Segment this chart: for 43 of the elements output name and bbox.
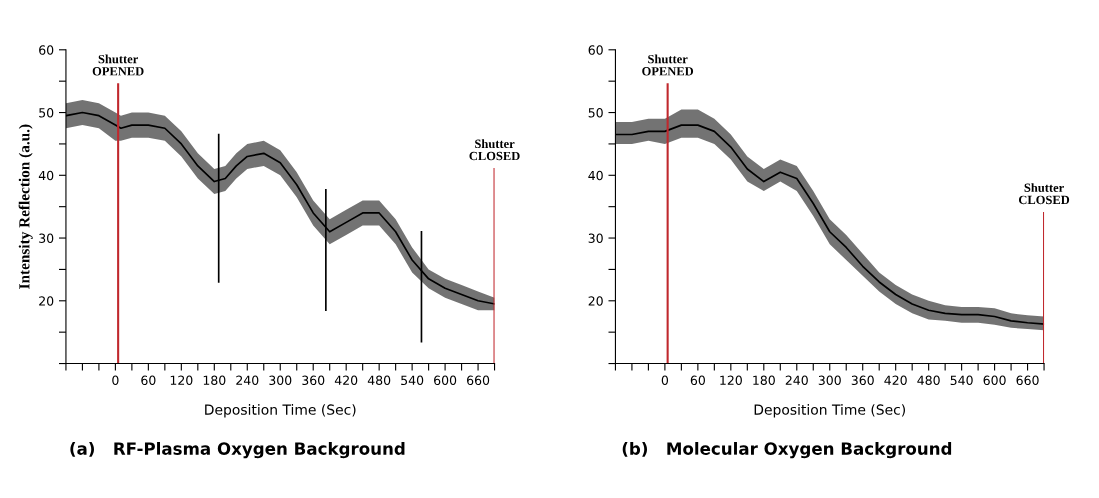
x-tick-label: 300: [269, 375, 292, 386]
y-tick-label: 20: [39, 296, 54, 306]
y-tick-label: 30: [588, 233, 603, 243]
y-tick-label: 50: [39, 108, 54, 118]
y-tick-label: 40: [38, 170, 54, 181]
text: (a) RF-Plasma Oxygen Background: [70, 441, 405, 459]
x-tick-label: 0: [112, 375, 119, 386]
x-tick-label: 60: [690, 375, 705, 386]
y-tick-label: 40: [588, 170, 603, 181]
x-tick-label: 600: [983, 375, 1006, 386]
x-tick-label: 60: [141, 375, 156, 386]
ref-line-label: Shutter CLOSED: [469, 139, 520, 161]
x-tick-label: 0: [661, 375, 669, 386]
x-tick-label: 480: [917, 375, 940, 386]
x-tick-label: 180: [753, 375, 775, 386]
x-tick-label: 420: [334, 375, 358, 386]
x-tick-label: 360: [851, 375, 874, 386]
x-tick-label: 240: [236, 375, 259, 386]
x-tick-label: 240: [785, 375, 808, 386]
ref-line-label: Shutter OPENED: [92, 54, 144, 76]
y-tick-label: 20: [588, 296, 603, 306]
x-tick-label: 660: [467, 375, 490, 386]
x-tick-label: 660: [1016, 375, 1039, 386]
y-axis-title: Intensity Reflection (a.u.): [18, 124, 33, 289]
text: (b) Molecular Oxygen Background: [622, 441, 952, 459]
x-axis-title: Deposition Time (Sec): [205, 404, 356, 418]
y-tick-label: 60: [39, 45, 54, 55]
x-tick-label: 120: [170, 375, 193, 386]
x-tick-label: 540: [401, 375, 424, 386]
x-axis-title: Deposition Time (Sec): [754, 404, 905, 418]
x-tick-label: 300: [818, 375, 841, 386]
ref-line-label: Shutter CLOSED: [1018, 183, 1070, 205]
y-tick-label: 30: [39, 233, 54, 243]
x-tick-label: 540: [950, 375, 973, 386]
x-tick-label: 360: [302, 375, 325, 386]
x-tick-label: 180: [203, 375, 226, 386]
x-tick-label: 120: [720, 375, 742, 386]
x-tick-label: 480: [367, 375, 391, 386]
x-tick-label: 600: [434, 375, 457, 386]
y-tick-label: 60: [588, 45, 603, 55]
y-tick-label: 50: [588, 108, 603, 118]
x-tick-label: 420: [884, 375, 907, 386]
ref-line-label: Shutter OPENED: [642, 54, 694, 76]
